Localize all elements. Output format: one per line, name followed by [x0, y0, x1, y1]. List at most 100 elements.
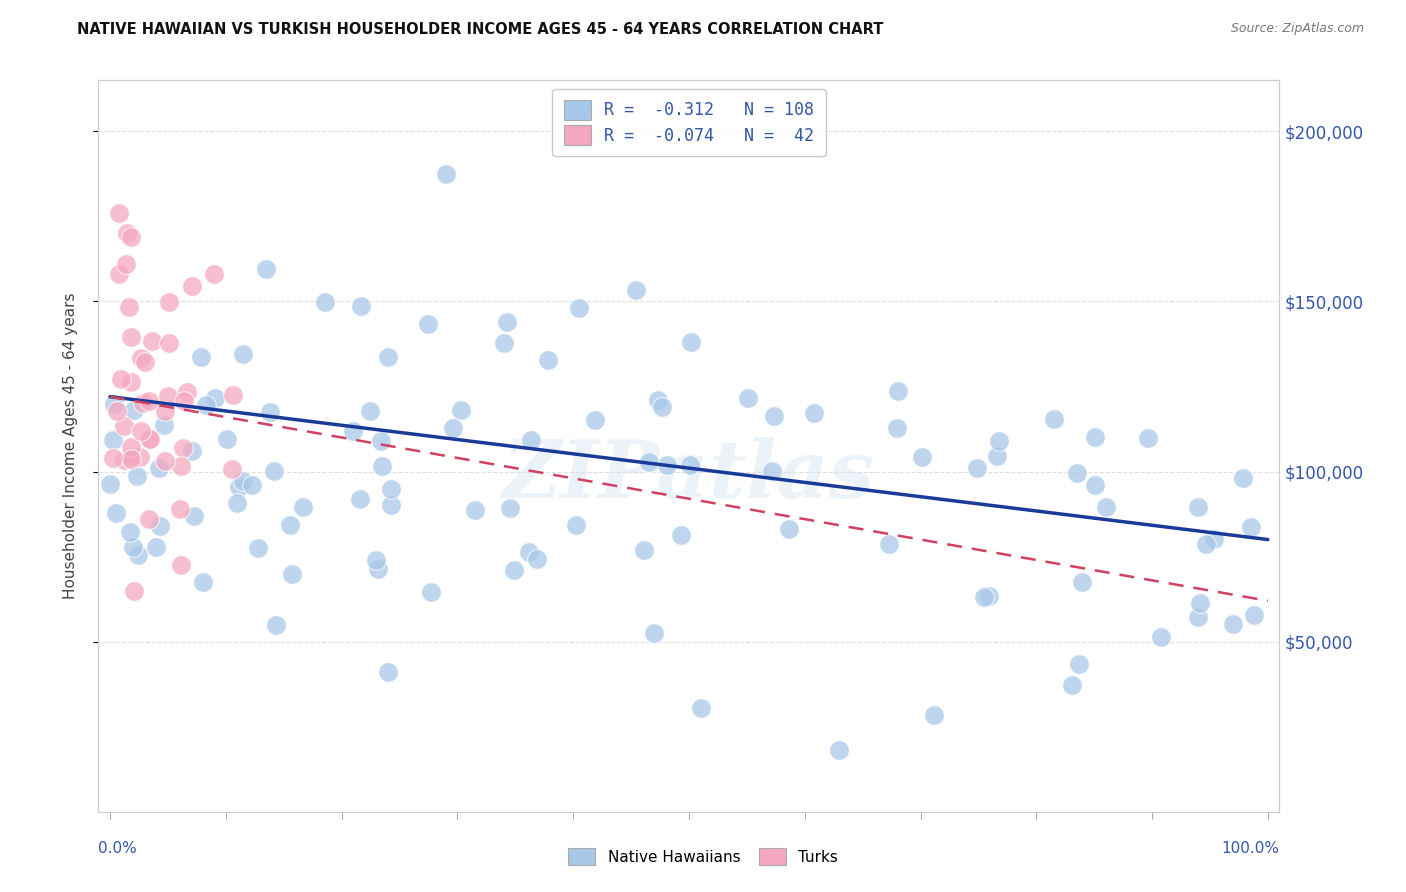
Point [264, 617, 287, 632]
Point [911, 450, 934, 465]
Point [1189, 596, 1212, 610]
Point [517, 545, 540, 559]
Point [1232, 471, 1254, 485]
Point [499, 500, 522, 515]
Point [110, 372, 132, 386]
Point [105, 403, 128, 417]
Point [129, 351, 152, 365]
Point [157, 294, 180, 309]
Point [191, 575, 214, 590]
Point [263, 464, 285, 478]
Point [1084, 429, 1107, 443]
Point [169, 502, 191, 516]
Point [1150, 630, 1173, 644]
Point [278, 518, 301, 533]
Point [112, 419, 135, 434]
Point [973, 590, 995, 604]
Point [138, 433, 160, 447]
Point [1243, 607, 1265, 622]
Point [380, 498, 402, 512]
Point [377, 351, 399, 365]
Point [966, 461, 988, 475]
Point [441, 420, 464, 434]
Point [679, 335, 702, 350]
Text: 100.0%: 100.0% [1222, 841, 1279, 856]
Point [125, 468, 148, 483]
Point [101, 451, 124, 466]
Point [690, 700, 713, 714]
Point [107, 267, 129, 281]
Point [232, 475, 254, 489]
Point [520, 434, 543, 448]
Point [503, 564, 526, 578]
Point [157, 336, 180, 351]
Point [651, 400, 673, 414]
Point [108, 206, 131, 220]
Point [637, 455, 659, 469]
Point [564, 517, 586, 532]
Text: NATIVE HAWAIIAN VS TURKISH HOUSEHOLDER INCOME AGES 45 - 64 YEARS CORRELATION CHA: NATIVE HAWAIIAN VS TURKISH HOUSEHOLDER I… [77, 22, 884, 37]
Point [1067, 657, 1090, 672]
Point [377, 665, 399, 680]
Point [129, 425, 152, 439]
Point [101, 433, 124, 447]
Point [153, 404, 176, 418]
Point [761, 464, 783, 478]
Point [987, 434, 1010, 449]
Point [202, 267, 225, 281]
Legend: R =  -0.312   N = 108, R =  -0.074   N =  42: R = -0.312 N = 108, R = -0.074 N = 42 [553, 88, 825, 156]
Point [134, 355, 156, 369]
Text: ZIPatlas: ZIPatlas [503, 436, 875, 514]
Point [138, 432, 160, 446]
Point [669, 528, 692, 542]
Text: Source: ZipAtlas.com: Source: ZipAtlas.com [1230, 22, 1364, 36]
Point [1187, 609, 1209, 624]
Point [215, 432, 238, 446]
Point [349, 491, 371, 506]
Point [194, 398, 217, 412]
Point [114, 257, 136, 271]
Point [647, 393, 669, 408]
Point [190, 350, 212, 364]
Point [979, 589, 1001, 603]
Point [350, 299, 373, 313]
Point [170, 459, 193, 474]
Point [118, 301, 141, 315]
Point [314, 294, 336, 309]
Point [256, 262, 278, 277]
Point [141, 334, 163, 348]
Point [172, 442, 194, 456]
Point [226, 496, 249, 510]
Point [1095, 500, 1118, 514]
Point [129, 450, 152, 465]
Point [138, 512, 160, 526]
Point [120, 452, 142, 467]
Point [292, 500, 315, 514]
Point [183, 509, 205, 524]
Point [117, 227, 139, 241]
Point [359, 404, 381, 418]
Point [1070, 574, 1092, 589]
Point [104, 506, 127, 520]
Point [120, 376, 142, 390]
Point [495, 315, 517, 329]
Point [655, 458, 678, 472]
Point [1062, 678, 1084, 692]
Y-axis label: Householder Income Ages 45 - 64 years: Householder Income Ages 45 - 64 years [63, 293, 77, 599]
Point [259, 404, 281, 418]
Point [148, 461, 170, 475]
Point [122, 541, 145, 555]
Point [464, 503, 486, 517]
Point [138, 394, 160, 409]
Point [828, 743, 851, 757]
Point [643, 626, 665, 640]
Text: 0.0%: 0.0% [98, 841, 138, 856]
Point [204, 391, 226, 405]
Point [1043, 412, 1066, 426]
Point [887, 384, 910, 398]
Point [450, 403, 472, 417]
Point [170, 558, 193, 573]
Point [222, 388, 245, 402]
Point [877, 537, 900, 551]
Point [1222, 616, 1244, 631]
